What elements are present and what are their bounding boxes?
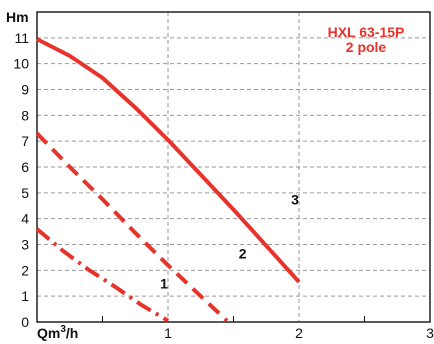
y-axis-label: Hm	[6, 9, 29, 25]
y-tick-label: 2	[21, 262, 29, 278]
y-tick-label: 0	[21, 314, 29, 330]
grid-lines	[37, 12, 430, 322]
y-tick-label: 5	[21, 185, 29, 201]
y-tick-labels: 0 1 2 3 4 5 6 7 8 9 10 11	[13, 30, 29, 330]
y-tick-label: 7	[21, 133, 29, 149]
curve-labels: 1 2 3	[160, 191, 299, 291]
curves	[35, 37, 301, 323]
x-axis-label-superscript: 3	[60, 324, 66, 335]
series-line-1	[35, 227, 170, 323]
y-tick-label: 6	[21, 159, 29, 175]
series-line-2	[35, 132, 229, 323]
y-tick-label: 8	[21, 107, 29, 123]
x-tick-labels: 1 2 3	[164, 325, 434, 341]
y-tick-label: 1	[21, 288, 29, 304]
x-axis-label-suffix: /h	[66, 325, 78, 341]
curve-label-2: 2	[239, 246, 247, 262]
y-tick-label: 3	[21, 237, 29, 253]
curve-label-3: 3	[291, 191, 299, 207]
series-line-3	[36, 37, 301, 284]
chart-title-line1: HXL 63-15P	[328, 24, 405, 40]
x-tick-label: 2	[295, 325, 303, 341]
chart-title-line2: 2 pole	[346, 39, 387, 55]
y-tick-label: 10	[13, 56, 29, 72]
x-axis-label-prefix: Qm	[37, 325, 60, 341]
y-tick-label: 9	[21, 82, 29, 98]
x-tick-label: 3	[426, 325, 434, 341]
y-tick-label: 11	[14, 30, 29, 46]
x-axis-label: Qm3/h	[37, 324, 78, 341]
curve-label-1: 1	[160, 275, 168, 291]
y-tick-label: 4	[21, 211, 29, 227]
x-tick-label: 1	[164, 325, 172, 341]
plot-frame	[36, 11, 431, 323]
